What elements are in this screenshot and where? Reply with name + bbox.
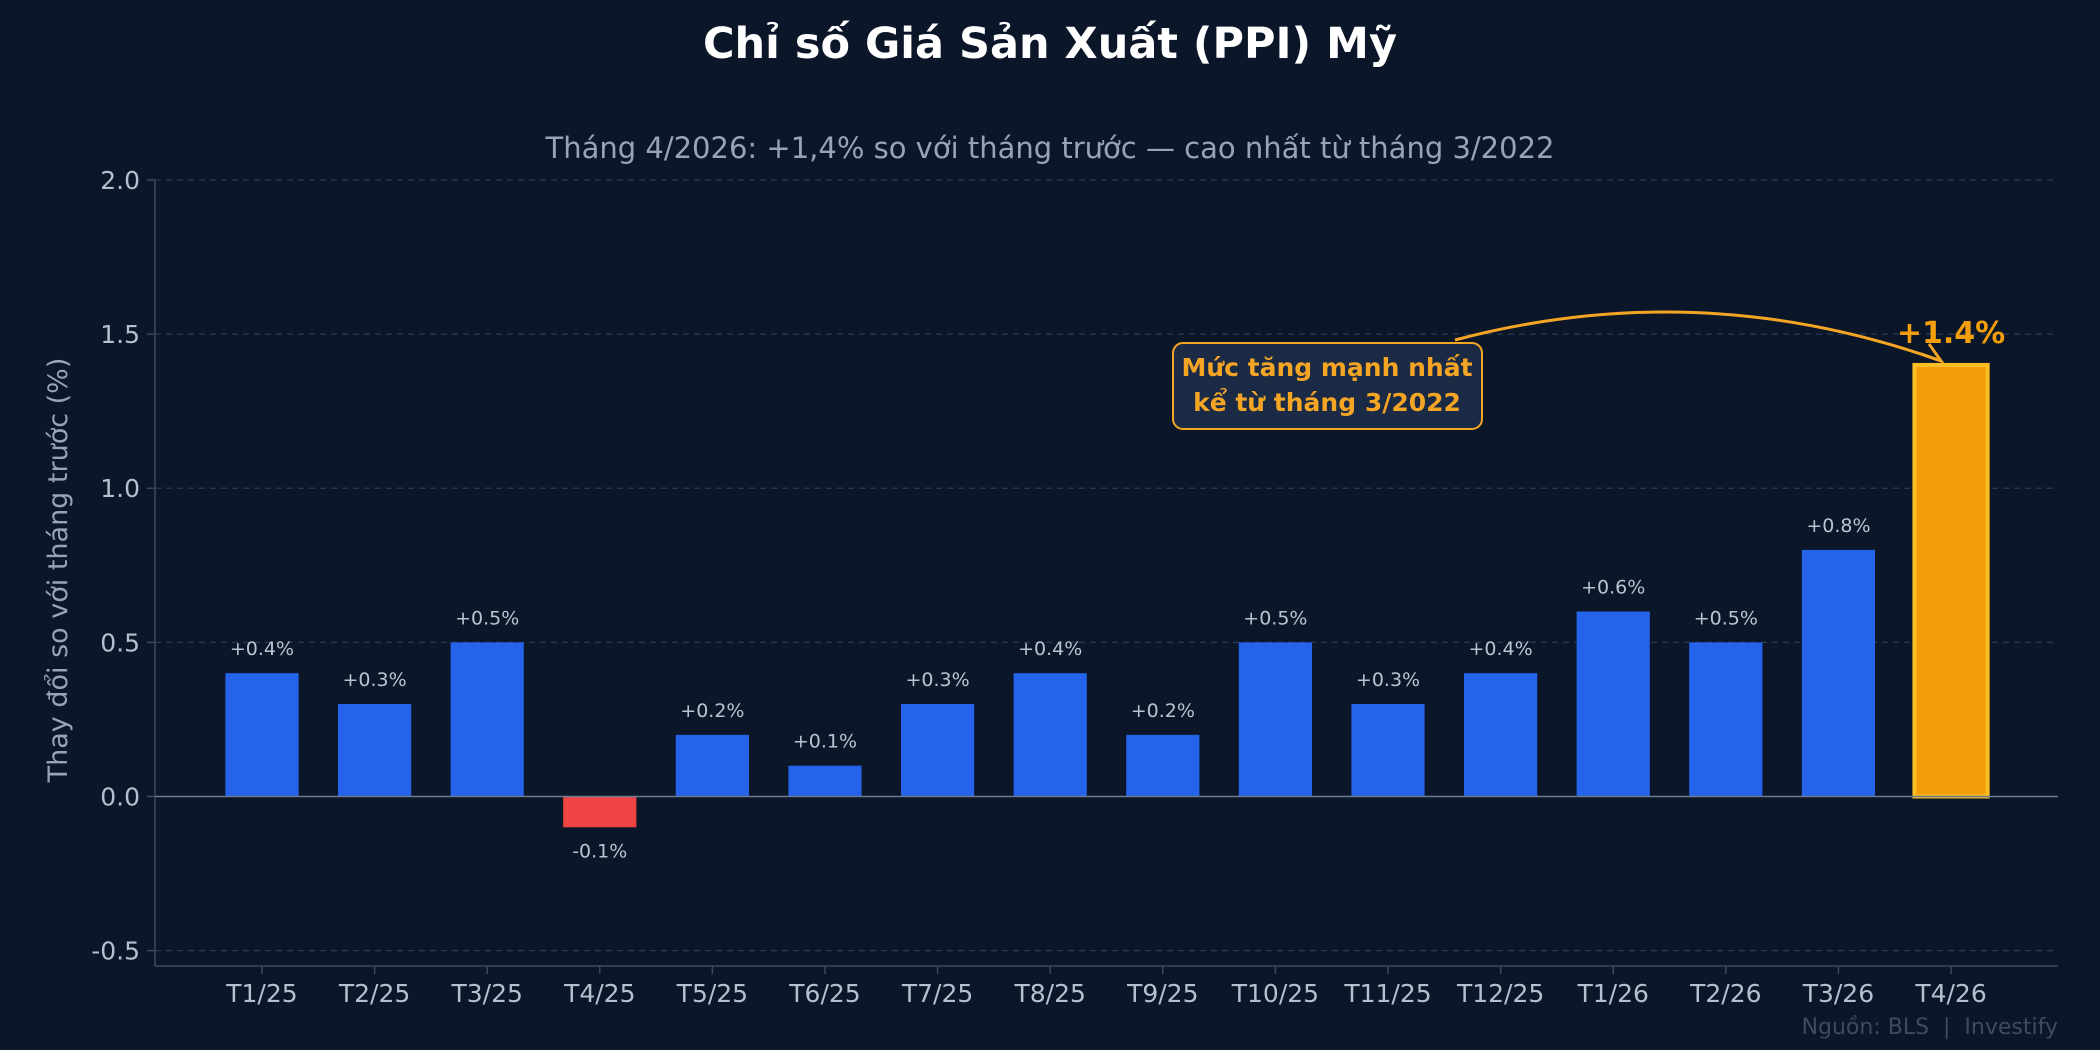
data-label: +1.4% bbox=[1897, 316, 2005, 351]
x-tick-label: T5/25 bbox=[676, 979, 748, 1008]
x-tick-label: T4/26 bbox=[1914, 979, 1986, 1008]
data-label: -0.1% bbox=[572, 840, 627, 862]
bars bbox=[225, 362, 1990, 828]
bar-t3-26 bbox=[1801, 549, 1876, 797]
bar-t12-25 bbox=[1464, 673, 1538, 797]
data-label: +0.3% bbox=[905, 669, 969, 691]
x-tick-label: T2/25 bbox=[338, 979, 410, 1008]
source-note: Nguồn: BLS | Investify bbox=[1802, 1015, 2058, 1040]
bar-t9-25 bbox=[1126, 734, 1200, 797]
data-label: +0.3% bbox=[342, 669, 406, 691]
data-label: +0.2% bbox=[680, 700, 744, 722]
bar-t4-26 bbox=[1912, 362, 1990, 799]
x-tick-label: T6/25 bbox=[788, 979, 860, 1008]
y-tick-label: -0.5 bbox=[91, 937, 140, 966]
annotation-line-2: kể từ tháng 3/2022 bbox=[1193, 387, 1461, 417]
data-label: +0.4% bbox=[1469, 638, 1533, 660]
x-tick-label: T12/25 bbox=[1456, 979, 1544, 1008]
y-tick-label: 0.0 bbox=[100, 782, 140, 811]
y-tick-label: 1.5 bbox=[100, 320, 140, 349]
x-tick-label: T8/25 bbox=[1013, 979, 1085, 1008]
x-axis-ticks: T1/25 T2/25 T3/25 T4/25 T5/25 T6/25 T7/25 T8/25… bbox=[225, 966, 1987, 1008]
x-tick-label: T7/25 bbox=[901, 979, 973, 1008]
bar-t8-25 bbox=[1013, 673, 1087, 797]
data-labels: +0.4% +0.3% +0.5% -0.1% +0.2% +0.1% +0.3% +0.4%… bbox=[230, 316, 2005, 862]
x-tick-label: T2/26 bbox=[1689, 979, 1761, 1008]
annotation-box bbox=[1172, 342, 1483, 430]
annotation: Mức tăng mạnh nhất kể từ tháng 3/2022 bbox=[1172, 310, 1945, 430]
data-label: +0.1% bbox=[793, 731, 857, 753]
bar-t6-25 bbox=[788, 765, 862, 797]
data-label: +0.2% bbox=[1131, 700, 1195, 722]
x-tick-label: T1/26 bbox=[1577, 979, 1649, 1008]
chart-subtitle: Tháng 4/2026: +1,4% so với tháng trước —… bbox=[545, 131, 1555, 165]
data-label: +0.3% bbox=[1356, 669, 1420, 691]
y-tick-label: 0.5 bbox=[100, 628, 140, 657]
annotation-arrow bbox=[1454, 310, 1942, 363]
bar-t1-26 bbox=[1576, 611, 1650, 797]
annotation-line-1: Mức tăng mạnh nhất bbox=[1181, 353, 1472, 382]
bar-t11-25 bbox=[1351, 704, 1425, 797]
gridlines bbox=[155, 179, 2058, 952]
data-label: +0.5% bbox=[1243, 607, 1307, 629]
bar-t2-25 bbox=[337, 704, 412, 797]
data-label: +0.5% bbox=[1694, 607, 1758, 629]
data-label: +0.6% bbox=[1581, 577, 1645, 599]
data-label: +0.4% bbox=[1018, 638, 1082, 660]
bar-t2-26 bbox=[1689, 642, 1763, 797]
data-label: +0.5% bbox=[455, 607, 519, 629]
x-tick-label: T3/26 bbox=[1802, 979, 1874, 1008]
bar-t4-25 bbox=[563, 796, 637, 828]
y-axis-label: Thay đổi so với tháng trước (%) bbox=[43, 358, 74, 784]
x-tick-label: T1/25 bbox=[225, 979, 297, 1008]
bar-t1-25 bbox=[225, 673, 299, 797]
chart-title: Chỉ số Giá Sản Xuất (PPI) Mỹ bbox=[703, 19, 1397, 69]
data-label: +0.8% bbox=[1806, 515, 1870, 537]
x-tick-label: T9/25 bbox=[1126, 979, 1198, 1008]
bar-t5-25 bbox=[675, 734, 749, 797]
y-tick-label: 1.0 bbox=[100, 474, 140, 503]
bar-t7-25 bbox=[900, 704, 975, 797]
annotation-arrowhead bbox=[1920, 343, 1945, 364]
x-tick-label: T4/25 bbox=[563, 979, 635, 1008]
x-tick-label: T3/25 bbox=[450, 979, 522, 1008]
y-tick-label: 2.0 bbox=[100, 166, 140, 195]
data-label: +0.4% bbox=[230, 638, 294, 660]
x-tick-label: T10/25 bbox=[1231, 979, 1319, 1008]
bar-t3-25 bbox=[450, 642, 524, 797]
x-tick-label: T11/25 bbox=[1343, 979, 1431, 1008]
y-axis-ticks: -0.5 0.0 0.5 1.0 1.5 2.0 bbox=[91, 166, 155, 966]
bar-t10-25 bbox=[1238, 642, 1313, 797]
